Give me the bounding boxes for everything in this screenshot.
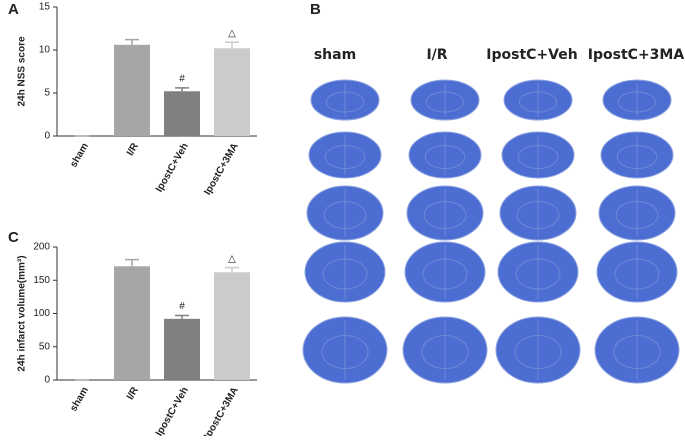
bar: [164, 91, 200, 136]
slice-detail: [614, 258, 660, 290]
y-tick-label: 0: [44, 375, 50, 386]
annotation: △: [228, 253, 236, 264]
error-bar: [225, 41, 239, 49]
error-bar: [175, 87, 189, 92]
slice-detail: [424, 145, 466, 169]
slice-detail: [423, 201, 467, 229]
error-bar: [175, 314, 189, 319]
x-tick-label: sham: [68, 385, 91, 413]
x-tick-label: IpostC+Veh: [154, 385, 191, 436]
y-tick-label: 200: [33, 242, 50, 253]
slice-detail: [321, 335, 369, 369]
slice-detail: [514, 335, 562, 369]
slice-detail: [617, 91, 657, 113]
slice-detail: [422, 258, 468, 290]
column-label: I/R: [426, 47, 447, 63]
y-tick-label: 0: [44, 131, 50, 142]
annotation: #: [179, 301, 185, 312]
y-axis-label: 24h NSS score: [17, 36, 28, 106]
slice-detail: [616, 145, 658, 169]
slice-detail: [517, 145, 559, 169]
y-tick-label: 5: [44, 88, 50, 99]
panel-label: A: [8, 1, 19, 18]
bar: [214, 48, 250, 136]
slice-detail: [325, 91, 365, 113]
column-label: IpostC+Veh: [486, 47, 577, 63]
slice-detail: [515, 258, 561, 290]
y-tick-label: 150: [33, 275, 50, 286]
slice-detail: [518, 91, 558, 113]
panel-label: C: [8, 229, 19, 246]
slice-detail: [324, 145, 366, 169]
bar: [214, 272, 250, 380]
column-label: IpostC+3MA: [588, 47, 685, 63]
y-tick-label: 50: [39, 341, 51, 352]
bar: [164, 318, 200, 380]
x-tick-label: I/R: [125, 385, 141, 402]
y-tick-label: 100: [33, 308, 50, 319]
error-bar: [125, 38, 139, 45]
slice-detail: [421, 335, 469, 369]
bar: [114, 266, 150, 380]
x-tick-label: IpostC+3MA: [202, 141, 241, 197]
slice-detail: [516, 201, 560, 229]
slice-detail: [322, 258, 368, 290]
error-bar: [125, 258, 139, 267]
slice-detail: [323, 201, 367, 229]
brain-slices: [302, 79, 680, 384]
slice-detail: [425, 91, 465, 113]
slice-detail: [615, 201, 659, 229]
x-tick-label: IpostC+Veh: [154, 141, 191, 194]
panel-label: B: [310, 1, 321, 18]
x-tick-label: I/R: [125, 141, 141, 158]
error-bar: [225, 266, 239, 273]
bar: [114, 44, 150, 137]
x-tick-label: sham: [68, 141, 91, 169]
y-tick-label: 15: [39, 2, 51, 13]
y-tick-label: 10: [39, 45, 51, 56]
slice-detail: [613, 335, 661, 369]
column-label: sham: [314, 47, 356, 63]
y-axis-label: 24h infarct volume(mm³): [17, 255, 28, 371]
annotation: #: [179, 73, 185, 84]
annotation: △: [228, 28, 236, 39]
x-tick-label: IpostC+3MA: [202, 385, 241, 436]
